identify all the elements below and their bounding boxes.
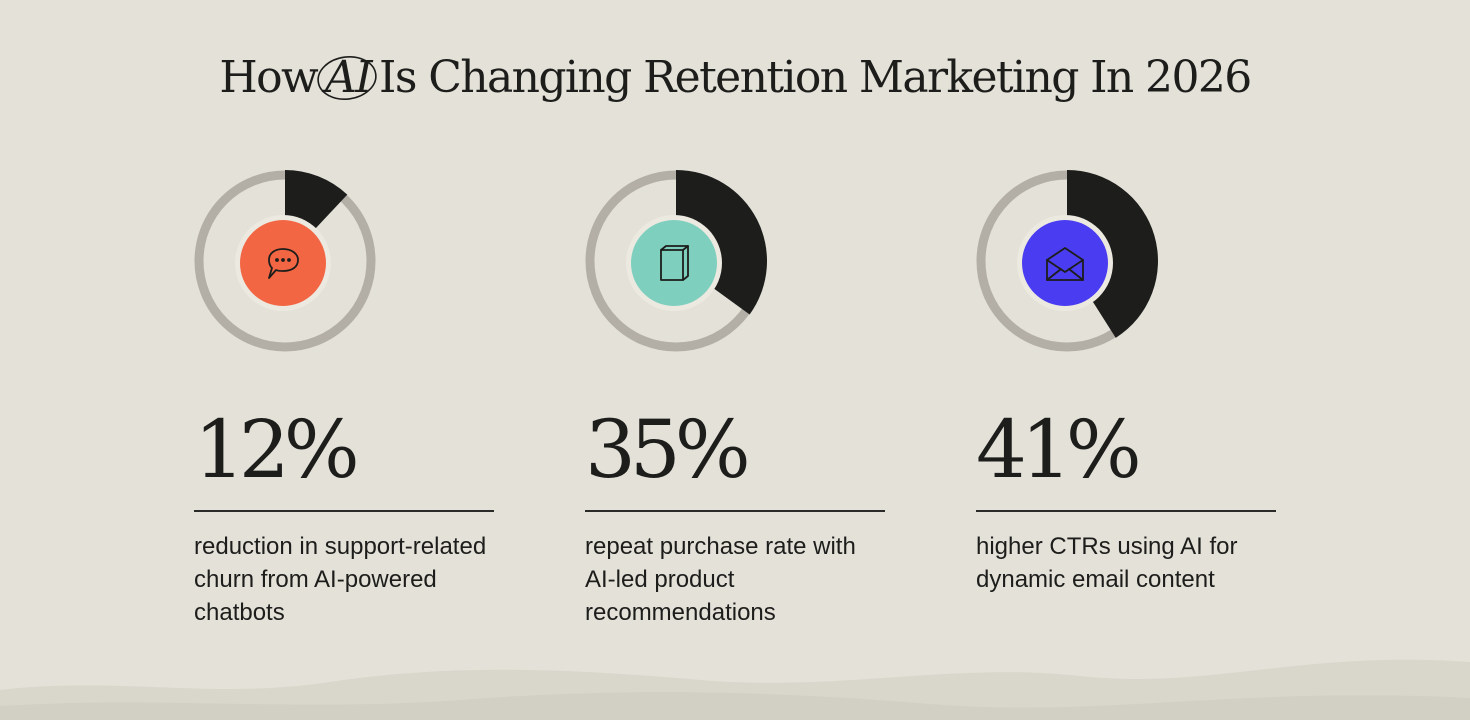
donut-chart	[585, 170, 767, 352]
divider	[194, 510, 494, 512]
title-highlight: AI	[317, 46, 377, 110]
icon-badge	[240, 220, 326, 306]
donut-value-wedge	[676, 170, 767, 315]
page-title: How AI Is Changing Retention Marketing In …	[0, 46, 1470, 110]
title-before: How	[219, 52, 318, 103]
stat-card-3: 41% higher CTRs using AI for dynamic ema…	[976, 170, 1276, 640]
donut-chart	[194, 170, 376, 352]
donut-chart	[976, 170, 1158, 352]
stat-card-2: 35% repeat purchase rate with AI-led pro…	[585, 170, 885, 640]
stat-value: 35%	[585, 403, 751, 496]
book-icon	[660, 245, 689, 281]
icon-badge	[631, 220, 717, 306]
stat-card-1: 12% reduction in support-related churn f…	[194, 170, 494, 640]
divider	[585, 510, 885, 512]
highlight-oval	[317, 56, 377, 100]
stat-value: 41%	[976, 403, 1142, 496]
icon-badge	[1022, 220, 1108, 306]
envelope-icon	[1046, 247, 1084, 281]
stat-value: 12%	[194, 403, 360, 496]
speech-bubble-icon	[268, 248, 299, 279]
stat-description: repeat purchase rate with AI-led product…	[585, 533, 856, 626]
stat-description: higher CTRs using AI for dynamic email c…	[976, 533, 1238, 593]
divider	[976, 510, 1276, 512]
stat-description: reduction in support-related churn from …	[194, 533, 487, 626]
title-after: Is Changing Retention Marketing In 2026	[379, 52, 1252, 103]
